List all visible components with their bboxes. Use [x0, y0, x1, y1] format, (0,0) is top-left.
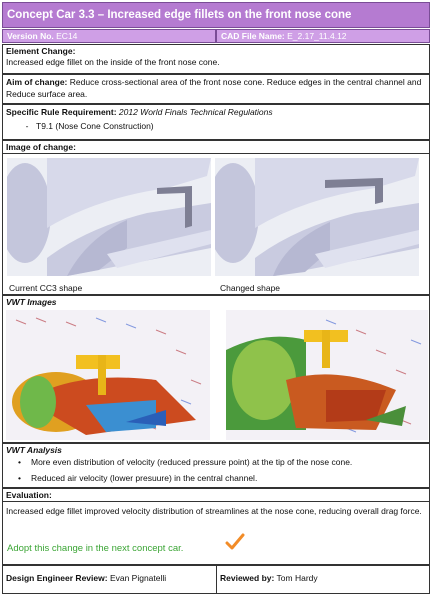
element-change-label: Element Change: — [6, 46, 426, 56]
vwt-images-section: VWT Images — [2, 295, 430, 443]
bullet-icon: • — [18, 472, 21, 485]
cad-file-label: CAD File Name: — [221, 31, 285, 41]
vwt-analysis-label: VWT Analysis — [3, 444, 429, 456]
vwt-changed-image — [226, 310, 428, 440]
rule-item: T9.1 (Nose Cone Construction) — [36, 121, 154, 131]
image-of-change-section: Image of change: Current CC3 shape Chang… — [2, 140, 430, 295]
checkmark-icon — [225, 533, 245, 551]
aim-label: Aim of change: — [6, 77, 67, 87]
rule-dash: - — [18, 120, 36, 132]
version-value: EC14 — [56, 31, 77, 41]
evaluation-label: Evaluation: — [3, 489, 429, 502]
reviewer-label: Reviewed by: — [220, 573, 274, 583]
reviewer-name: Tom Hardy — [277, 573, 318, 583]
designer-label: Design Engineer Review: — [6, 573, 108, 583]
page-title: Concept Car 3.3 – Increased edge fillets… — [2, 2, 430, 28]
vwt-analysis-section: VWT Analysis • More even distribution of … — [2, 443, 430, 488]
changed-shape-image — [215, 158, 419, 276]
cad-file-value: E_2.17_11.4.12 — [287, 31, 346, 41]
cad-file-cell: CAD File Name: E_2.17_11.4.12 — [216, 29, 430, 43]
aim-section: Aim of change: Reduce cross-sectional ar… — [2, 74, 430, 104]
evaluation-section: Evaluation: Increased edge fillet improv… — [2, 488, 430, 565]
adopt-note: Adopt this change in the next concept ca… — [7, 543, 183, 554]
list-item: • More even distribution of velocity (red… — [3, 456, 429, 469]
version-cell: Version No. EC14 — [2, 29, 216, 43]
vwt-analysis-list: • More even distribution of velocity (red… — [3, 456, 429, 485]
rule-label: Specific Rule Requirement: — [6, 107, 117, 117]
rule-value: 2012 World Finals Technical Regulations — [119, 107, 273, 117]
bullet-icon: • — [18, 456, 21, 469]
vwt-images-label: VWT Images — [3, 296, 429, 308]
reviewer-cell: Reviewed by: Tom Hardy — [217, 566, 433, 595]
designer-cell: Design Engineer Review: Evan Pignatelli — [3, 566, 217, 593]
list-item: • Reduced air velocity (lower presuure) i… — [3, 472, 429, 485]
aim-text: Reduce cross-sectional area of the front… — [6, 77, 421, 99]
current-shape-image — [7, 158, 211, 276]
vwt-current-image — [6, 310, 210, 440]
changed-shape-caption: Changed shape — [220, 283, 280, 293]
version-label: Version No. — [7, 31, 54, 41]
element-change-text: Increased edge fillet on the inside of t… — [6, 56, 426, 68]
current-shape-caption: Current CC3 shape — [9, 283, 82, 293]
evaluation-text: Increased edge fillet improved velocity … — [3, 504, 429, 518]
designer-name: Evan Pignatelli — [110, 573, 166, 583]
element-change-section: Element Change: Increased edge fillet on… — [2, 44, 430, 74]
rule-section: Specific Rule Requirement: 2012 World Fi… — [2, 104, 430, 140]
review-footer: Design Engineer Review: Evan Pignatelli … — [2, 565, 430, 594]
image-of-change-label: Image of change: — [3, 141, 429, 154]
